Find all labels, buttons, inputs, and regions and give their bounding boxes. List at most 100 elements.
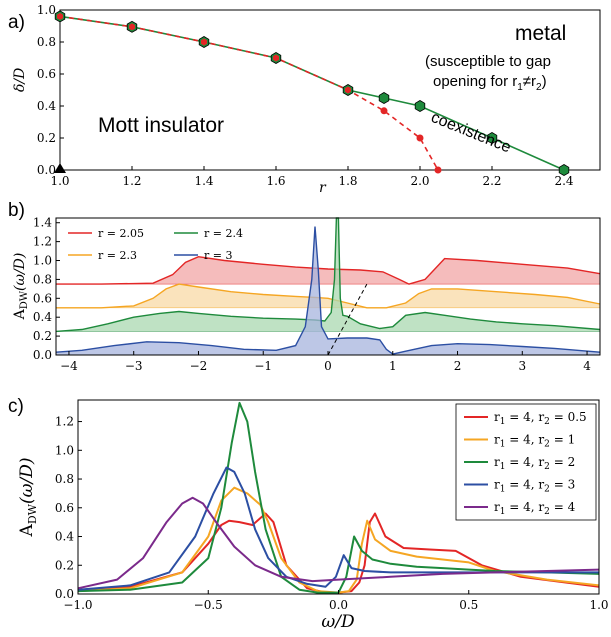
panel-c-label: c) (8, 396, 24, 417)
annot-mott-insulator: Mott insulator (98, 114, 224, 137)
panel-a-red-marker (345, 86, 351, 94)
panel-a-green-marker (486, 132, 498, 144)
panel-a-red-marker (380, 107, 388, 115)
panel-a-xtick-label: 2.2 (482, 174, 501, 188)
annot-metal-sub2: 2 (536, 82, 542, 93)
panel-a-red-marker (57, 12, 63, 20)
panel-b-legend-label: r = 3 (204, 249, 232, 262)
panel-b-xtick-label: −4 (60, 359, 78, 373)
panel-b-ytick-label: 0.0 (33, 348, 52, 362)
panel-a-label: a) (8, 12, 25, 33)
panel-b-line-0 (56, 255, 601, 285)
panel-a-ytick-label: 0.2 (37, 131, 56, 145)
panel-c-ticks: −1.0 −0.5 0.0 0.5 1.0 0.0 0.2 0.4 0.6 0.8 1.0 1.2 (55, 415, 609, 612)
panel-c-xtick-label: −0.5 (194, 598, 223, 612)
panel-a-frame (59, 9, 601, 171)
panel-b-ylabel-rest: (ω/D) (12, 253, 28, 291)
panel-b-xtick-label: 4 (583, 359, 591, 373)
panel-a-xtick-label: 1.4 (194, 174, 213, 188)
panel-b-ticks: −4 −3 −2 −1 0 1 2 3 4 0.0 0.2 0.4 0.6 0.8 1.0 1.2 1.4 (33, 216, 591, 373)
panel-b-xtick-label: 1 (389, 359, 397, 373)
annot-metal-sub1: 1 (517, 82, 523, 93)
panel-a-red-marker (273, 54, 279, 62)
panel-c-line-2 (77, 401, 600, 594)
panel-b-line-3 (55, 226, 601, 355)
panel-c-legend-label: r1 = 4, r2 = 4 (494, 500, 576, 517)
panel-c-ytick-label: 0.0 (55, 587, 74, 601)
panel-b-legend: r = 2.05 r = 2.3 r = 2.4 r = 3 (68, 227, 243, 262)
annot-metal-close: ) (542, 73, 547, 90)
panel-b-label: b) (8, 200, 25, 221)
panel-c-ylabel-main: A (17, 523, 37, 537)
panel-b-xtick-label: −2 (190, 359, 208, 373)
panel-b-ytick-label: 1.2 (33, 235, 52, 249)
panel-a-series (54, 10, 570, 176)
panel-b-xtick-label: 0 (324, 359, 332, 373)
panel-a-red-marker (434, 166, 442, 174)
annot-metal: metal (515, 22, 566, 45)
panel-b: b) −4 −3 −2 −1 0 1 2 3 4 0.0 0.2 0.4 0.6 0.8 1.0 1.2 1.4… (8, 200, 601, 373)
panel-b-ytick-label: 0.4 (33, 310, 52, 324)
panel-a-ytick-label: 0.0 (37, 163, 56, 177)
panel-b-xtick-label: −1 (254, 359, 272, 373)
panel-b-legend-label: r = 2.3 (98, 249, 137, 262)
panel-b-legend-label: r = 2.4 (204, 227, 243, 240)
panel-c-ytick-label: 0.8 (55, 472, 74, 486)
panel-a-red-marker (129, 23, 135, 31)
panel-a-green-marker (414, 100, 426, 112)
panel-c-ytick-label: 0.4 (55, 530, 74, 544)
panel-b-ylabel-sub: DW (19, 290, 30, 309)
panel-c-ytick-label: 1.2 (55, 415, 74, 429)
panel-c-xtick-label: 0.0 (329, 598, 348, 612)
panel-c-ytick-label: 0.6 (55, 501, 74, 515)
panel-a-ytick-label: 1.0 (37, 3, 56, 17)
panel-b-legend-label: r = 2.05 (98, 227, 144, 240)
panel-a: a) 1.0 1.2 1.4 1.6 1.8 2.0 2.2 2.4 0.0 0.2 0.4 0.6 0… (8, 3, 601, 196)
panel-a-xtick-label: 2.0 (410, 174, 429, 188)
panel-a-xtick-label: 1.6 (266, 174, 285, 188)
panel-c-legend: r1 = 4, r2 = 0.5 r1 = 4, r2 = 1 r1 = 4, r2… (455, 403, 597, 521)
panel-b-ytick-label: 0.2 (33, 329, 52, 343)
panel-a-xtick-label: 2.4 (554, 174, 573, 188)
annot-coexistence: coexistence (429, 109, 514, 156)
panel-b-xtick-label: 2 (454, 359, 462, 373)
panel-b-ytick-label: 0.8 (33, 272, 52, 286)
panel-b-xtick-label: 3 (518, 359, 526, 373)
panel-a-xtick-label: 1.2 (122, 174, 141, 188)
annot-metal-neq: ≠r (523, 73, 536, 90)
annot-metal-note-2: opening for r1≠r2) (433, 73, 547, 93)
panel-b-ylabel: ADW(ω/D) (12, 253, 30, 321)
panel-a-triangle-marker (54, 163, 66, 173)
panel-c-ytick-label: 1.0 (55, 443, 74, 457)
annot-metal-note-2a: opening for r (433, 73, 517, 90)
panel-a-green-marker (378, 92, 390, 104)
panel-a-ticks: 1.0 1.2 1.4 1.6 1.8 2.0 2.2 2.4 0.0 0.2 0.4 0.6 0.8 1… (37, 3, 574, 188)
annot-metal-note-1: (susceptible to gap (425, 53, 551, 70)
panel-c-line-3 (77, 466, 599, 591)
panel-b-ytick-label: 1.4 (33, 216, 52, 230)
panel-a-red-marker (416, 134, 424, 142)
panel-a-xlabel: r (319, 180, 327, 196)
panel-c-xtick-label: 0.5 (459, 598, 478, 612)
panel-c-ylabel: ADW(ω/D) (17, 458, 39, 538)
panel-c-ytick-label: 0.2 (55, 558, 74, 572)
panel-b-series (55, 217, 601, 356)
panel-c-ylabel-sub: DW (26, 503, 39, 524)
panel-a-xtick-label: 1.0 (50, 174, 69, 188)
panel-a-ytick-label: 0.6 (37, 67, 56, 81)
panel-a-red-marker (201, 38, 207, 46)
panel-a-xtick-label: 1.8 (338, 174, 357, 188)
panel-c-line-4 (77, 496, 600, 590)
panel-b-fill-3 (56, 226, 600, 355)
panel-c: c) −1.0 −0.5 0.0 0.5 1.0 0.0 0.2 0.4 0.6 0.8 1.0 1.… (8, 396, 609, 632)
panel-a-series-line-1 (59, 15, 439, 171)
panel-a-ylabel: δ/D (12, 68, 28, 92)
panel-c-xlabel: ω/D (321, 612, 355, 632)
panel-b-ytick-label: 0.6 (33, 291, 52, 305)
panel-b-xtick-label: −3 (125, 359, 143, 373)
panel-b-fill-0 (56, 256, 600, 285)
panel-c-legend-label: r1 = 4, r2 = 1 (494, 433, 575, 450)
panel-c-legend-label: r1 = 4, r2 = 3 (494, 478, 575, 495)
panel-a-ytick-label: 0.4 (37, 99, 56, 113)
panel-c-ylabel-rest: (ω/D) (17, 458, 37, 504)
